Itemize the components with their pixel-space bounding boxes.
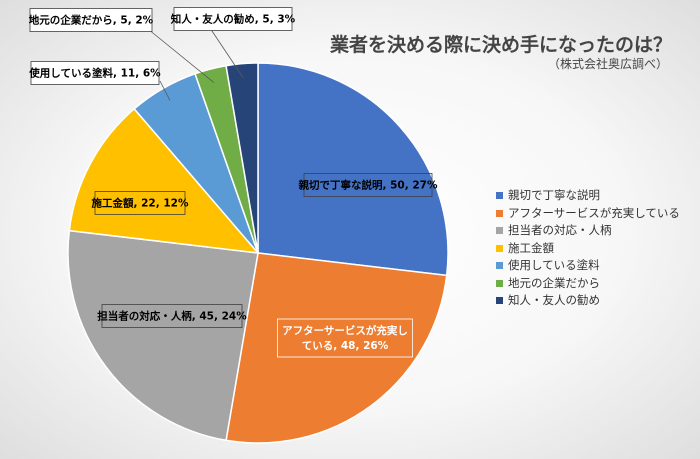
data-label: 施工金額, 22, 12% bbox=[91, 197, 189, 210]
legend-label: 地元の企業だから bbox=[508, 275, 600, 290]
legend-item: 担当者の対応・人柄 bbox=[496, 222, 680, 240]
data-label-box bbox=[101, 304, 243, 328]
data-label-box bbox=[303, 173, 433, 197]
legend-label: 担当者の対応・人柄 bbox=[508, 223, 612, 237]
legend-swatch bbox=[496, 279, 503, 287]
legend-label: 親切で丁寧な説明 bbox=[508, 188, 600, 202]
leader-line bbox=[147, 28, 215, 83]
data-label: ている, 48, 26% bbox=[302, 340, 389, 352]
legend-item: 親切で丁寧な説明 bbox=[496, 187, 680, 205]
legend-label: 知人・友人の勧め bbox=[508, 293, 600, 307]
legend-item: 施工金額 bbox=[496, 240, 680, 258]
data-label-box bbox=[30, 61, 160, 85]
legend-label: 使用している塗料 bbox=[508, 258, 600, 272]
data-label-box bbox=[94, 191, 186, 215]
data-label-box bbox=[29, 8, 153, 32]
data-label: アフターサービスが充実し bbox=[282, 324, 408, 337]
data-label-box bbox=[277, 318, 413, 358]
legend-item: 知人・友人の勧め bbox=[496, 292, 680, 310]
legend-label: 施工金額 bbox=[508, 240, 554, 255]
pie-slice bbox=[67, 229, 259, 442]
legend-swatch bbox=[496, 244, 503, 252]
legend-item: 使用している塗料 bbox=[496, 257, 680, 275]
data-label: 親切で丁寧な説明, 50, 27% bbox=[298, 179, 438, 192]
data-label: 地元の企業だから, 5, 2% bbox=[29, 14, 154, 27]
legend-item: アフターサービスが充実している bbox=[496, 205, 680, 223]
leader-line bbox=[209, 27, 244, 78]
data-label: 知人・友人の勧め, 5, 3% bbox=[171, 13, 296, 26]
legend-item: 地元の企業だから bbox=[496, 275, 680, 293]
data-label: 使用している塗料, 11, 6% bbox=[28, 67, 161, 80]
chart-subtitle: （株式会社奥広調べ） bbox=[548, 57, 669, 71]
legend-swatch bbox=[496, 227, 503, 235]
legend-swatch bbox=[496, 192, 503, 200]
legend-swatch bbox=[496, 262, 503, 270]
leader-line bbox=[159, 80, 171, 101]
pie-slice bbox=[257, 62, 449, 277]
legend-swatch bbox=[496, 209, 503, 217]
pie-slice bbox=[225, 62, 259, 254]
pie-slice bbox=[68, 107, 260, 254]
chart-title: 業者を決める際に決め手になったのは？ bbox=[330, 34, 673, 56]
data-label: 担当者の対応・人柄, 45, 24% bbox=[97, 310, 247, 323]
data-label-box bbox=[173, 7, 293, 31]
chart-legend: 親切で丁寧な説明アフターサービスが充実している 担当者の対応・人柄 施工金額使用して… bbox=[496, 187, 680, 310]
pie-slice bbox=[225, 252, 448, 444]
legend-label: アフターサービスが充実している bbox=[508, 205, 680, 220]
legend-swatch bbox=[496, 297, 503, 305]
